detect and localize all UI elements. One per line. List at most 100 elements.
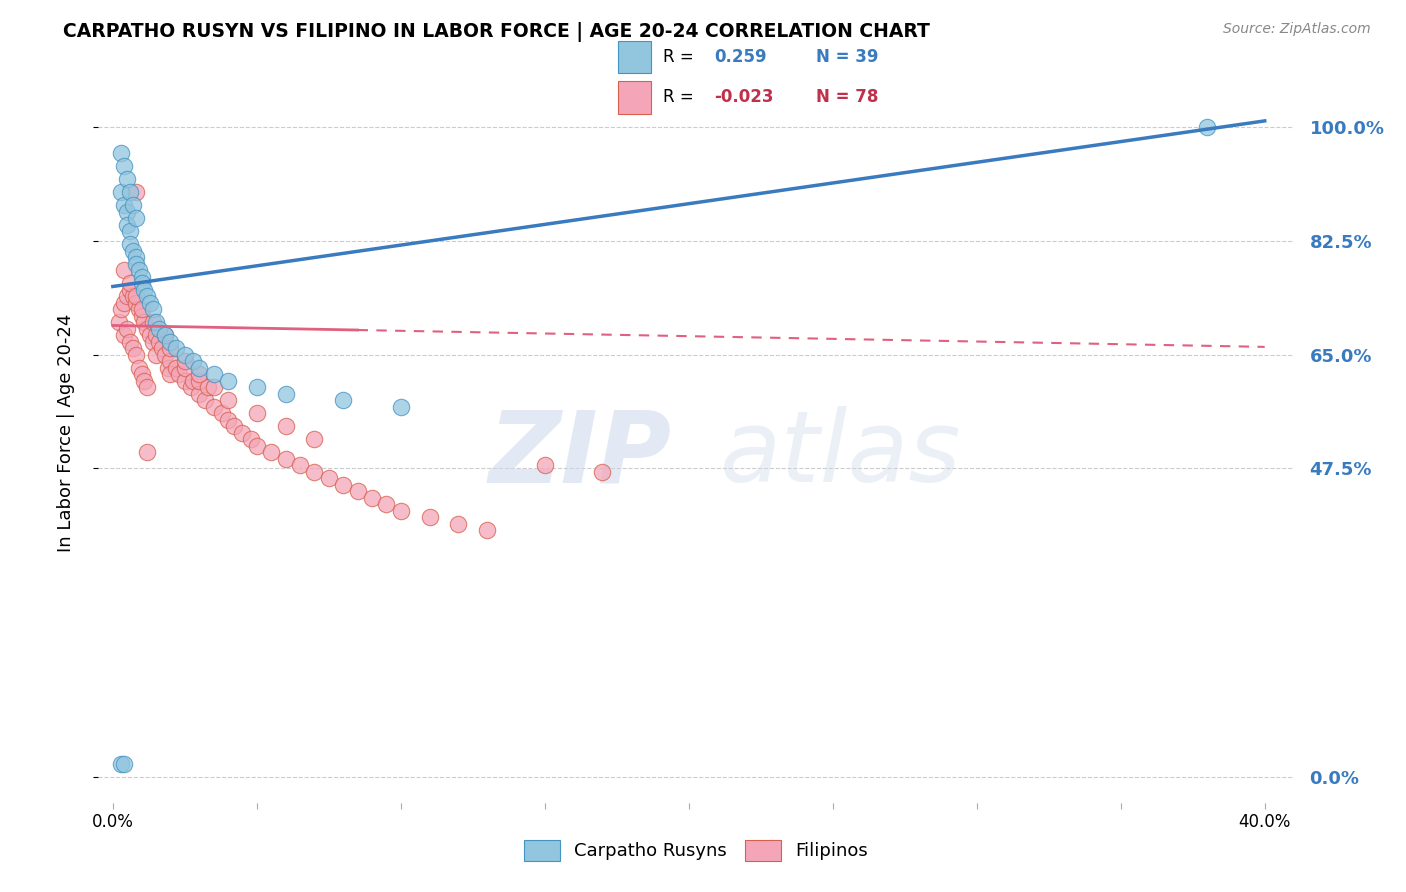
- Point: [122, 198, 145, 212]
- Point: [112, 263, 135, 277]
- Point: [142, 334, 165, 349]
- Point: [110, 186, 132, 200]
- Point: [131, 309, 153, 323]
- Point: [153, 328, 176, 343]
- Point: [125, 348, 148, 362]
- Point: [120, 277, 142, 291]
- Point: [188, 386, 211, 401]
- Point: [419, 510, 441, 524]
- Point: [131, 269, 153, 284]
- Point: [134, 283, 156, 297]
- Point: [120, 334, 142, 349]
- Point: [139, 328, 162, 343]
- Point: [260, 445, 283, 459]
- Point: [110, 756, 132, 771]
- Point: [128, 302, 150, 317]
- Text: N = 78: N = 78: [817, 88, 879, 106]
- Point: [145, 348, 167, 362]
- Point: [148, 322, 170, 336]
- Point: [477, 523, 499, 537]
- Point: [150, 341, 173, 355]
- Point: [112, 198, 135, 212]
- Point: [136, 380, 159, 394]
- Point: [120, 224, 142, 238]
- Point: [183, 354, 205, 368]
- Point: [165, 360, 187, 375]
- Point: [288, 458, 311, 472]
- Point: [112, 328, 135, 343]
- Point: [125, 211, 148, 226]
- Point: [142, 302, 165, 317]
- Point: [115, 172, 138, 186]
- Point: [173, 360, 195, 375]
- Point: [222, 419, 245, 434]
- Bar: [619, 41, 651, 73]
- Point: [131, 302, 153, 317]
- Point: [120, 283, 142, 297]
- Point: [361, 491, 384, 505]
- Point: [167, 367, 190, 381]
- Point: [120, 237, 142, 252]
- Point: [389, 400, 412, 414]
- Point: [112, 159, 135, 173]
- Point: [112, 295, 135, 310]
- Point: [107, 315, 129, 329]
- Point: [246, 380, 269, 394]
- Point: [145, 315, 167, 329]
- Point: [533, 458, 555, 472]
- Point: [173, 354, 195, 368]
- Point: [318, 471, 340, 485]
- Point: [274, 451, 297, 466]
- Point: [332, 477, 354, 491]
- Point: [131, 277, 153, 291]
- Point: [159, 334, 181, 349]
- Point: [112, 756, 135, 771]
- Point: [159, 341, 181, 355]
- Point: [153, 328, 176, 343]
- Point: [156, 360, 179, 375]
- Point: [304, 432, 326, 446]
- Point: [246, 406, 269, 420]
- Point: [136, 289, 159, 303]
- Point: [240, 432, 263, 446]
- Point: [183, 374, 205, 388]
- Point: [246, 439, 269, 453]
- Text: ZIP: ZIP: [489, 407, 672, 503]
- Text: R =: R =: [662, 88, 693, 106]
- Point: [304, 465, 326, 479]
- Point: [125, 186, 148, 200]
- Point: [153, 348, 176, 362]
- Point: [197, 380, 219, 394]
- Text: 0.259: 0.259: [714, 48, 766, 66]
- Point: [274, 386, 297, 401]
- Point: [128, 360, 150, 375]
- Text: CARPATHO RUSYN VS FILIPINO IN LABOR FORCE | AGE 20-24 CORRELATION CHART: CARPATHO RUSYN VS FILIPINO IN LABOR FORC…: [63, 22, 931, 42]
- Legend: Carpatho Rusyns, Filipinos: Carpatho Rusyns, Filipinos: [516, 832, 876, 868]
- Point: [332, 393, 354, 408]
- Bar: [619, 81, 651, 113]
- Point: [188, 367, 211, 381]
- Point: [134, 315, 156, 329]
- Point: [134, 374, 156, 388]
- Text: Source: ZipAtlas.com: Source: ZipAtlas.com: [1223, 22, 1371, 37]
- Point: [122, 341, 145, 355]
- Point: [148, 334, 170, 349]
- Text: atlas: atlas: [720, 407, 962, 503]
- Point: [188, 360, 211, 375]
- Point: [136, 445, 159, 459]
- Point: [115, 289, 138, 303]
- Y-axis label: In Labor Force | Age 20-24: In Labor Force | Age 20-24: [56, 313, 75, 552]
- Point: [142, 315, 165, 329]
- Point: [122, 244, 145, 258]
- Point: [125, 250, 148, 264]
- Point: [211, 406, 233, 420]
- Point: [202, 400, 225, 414]
- Point: [217, 374, 239, 388]
- Point: [110, 302, 132, 317]
- Text: N = 39: N = 39: [817, 48, 879, 66]
- Point: [217, 412, 239, 426]
- Point: [231, 425, 253, 440]
- Point: [591, 465, 613, 479]
- Point: [131, 367, 153, 381]
- Point: [139, 295, 162, 310]
